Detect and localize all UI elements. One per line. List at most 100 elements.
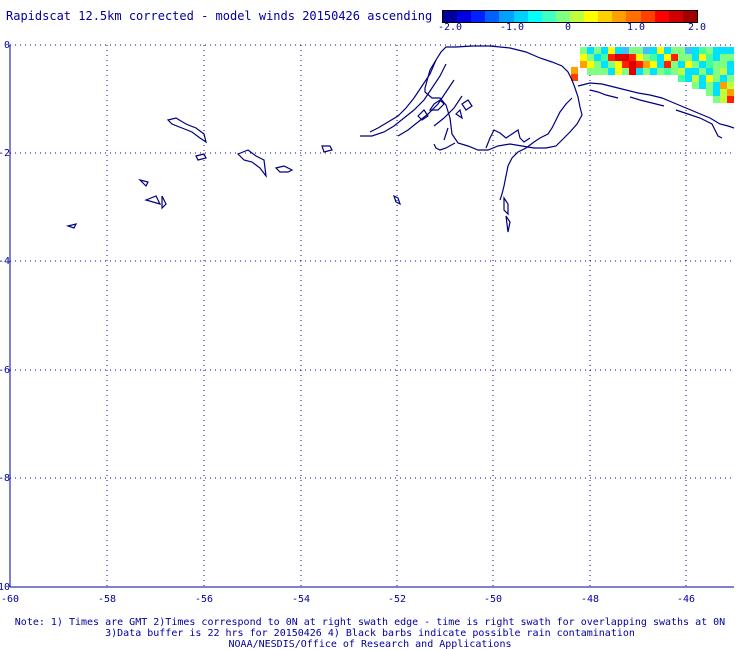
island-west-4 (274, 165, 294, 173)
x-tick-label: -46 (677, 594, 695, 605)
wind-cell (706, 75, 713, 82)
wind-cell (727, 54, 734, 61)
wind-cell (706, 82, 713, 89)
island-central-2 (503, 196, 511, 233)
wind-cell (629, 61, 636, 68)
colorbar-label-min: -2.0 (438, 22, 463, 33)
wind-cell (713, 68, 720, 75)
footnote-line-3: NOAA/NESDIS/Office of Research and Appli… (228, 639, 512, 650)
marajo-inner-coast (485, 129, 531, 149)
west-coast-strand-1 (369, 59, 437, 133)
x-tick-label: -50 (484, 594, 502, 605)
wind-cell (678, 47, 685, 54)
wind-cell (587, 54, 594, 61)
island-west-1 (166, 117, 207, 144)
wind-cell (657, 47, 664, 54)
wind-cell (727, 75, 734, 82)
wind-cell (706, 54, 713, 61)
wind-cell (580, 47, 587, 54)
wind-cell (720, 82, 727, 89)
wind-cell (692, 75, 699, 82)
color-scale-bar (442, 10, 698, 23)
west-coast-strand-2 (360, 63, 447, 137)
wind-cell (699, 47, 706, 54)
northern-coast (577, 82, 735, 129)
wind-cell (664, 61, 671, 68)
wind-cell (713, 96, 720, 103)
wind-cell (699, 82, 706, 89)
wind-cell (706, 89, 713, 96)
wind-cell (685, 75, 692, 82)
wind-cell (636, 68, 643, 75)
wind-cell (608, 47, 615, 54)
wind-cell (622, 61, 629, 68)
footnote-line-2: 3)Data buffer is 22 hrs for 20150426 4) … (105, 628, 635, 639)
wind-cell (622, 47, 629, 54)
coastlines (65, 45, 735, 233)
x-tick-label: -52 (388, 594, 406, 605)
wind-cell (727, 61, 734, 68)
y-tick-label: -8 (0, 473, 10, 484)
colorbar-segment (668, 11, 683, 22)
wind-cell (643, 47, 650, 54)
wind-cell (685, 68, 692, 75)
wind-cell (699, 61, 706, 68)
west-coast-strand-3 (397, 79, 455, 137)
wind-cell (692, 82, 699, 89)
wind-cell (678, 61, 685, 68)
colorbar-label-max: 2.0 (688, 22, 707, 33)
wind-cell (692, 54, 699, 61)
y-tick-label: -6 (0, 365, 10, 376)
wind-cell (727, 89, 734, 96)
wind-cell (713, 89, 720, 96)
wind-cell (706, 47, 713, 54)
wind-cell (615, 68, 622, 75)
colorbar-label-pos1: 1.0 (627, 22, 646, 33)
wind-cell (636, 47, 643, 54)
wind-cell (671, 47, 678, 54)
para-river-coast (433, 127, 456, 151)
wind-cell (601, 47, 608, 54)
southern-coast (499, 97, 573, 201)
footnote-line-1: Note: 1) Times are GMT 2)Times correspon… (14, 617, 726, 628)
colorbar-segment (598, 11, 613, 22)
wind-cell (720, 47, 727, 54)
colorbar-segment (612, 11, 627, 22)
island-west-6 (138, 178, 167, 210)
axis-tick-labels: -60 -58 -56 -54 -52 -50 -48 -46 0 -2 -4 -6 -8 -10 (0, 40, 695, 605)
west-coast-strand-4 (433, 95, 463, 127)
wind-cell (608, 61, 615, 68)
wind-cell (699, 68, 706, 75)
wind-cell (643, 54, 650, 61)
wind-cell (587, 68, 594, 75)
x-tick-label: -54 (292, 594, 310, 605)
wind-cell (713, 82, 720, 89)
island-west-7 (65, 223, 78, 229)
island-west-3 (236, 149, 267, 179)
wind-cell (727, 47, 734, 54)
wind-cell (615, 61, 622, 68)
wind-cell (587, 61, 594, 68)
wind-cell (650, 47, 657, 54)
wind-cell (636, 61, 643, 68)
wind-cell (727, 96, 734, 103)
y-tick-label: -10 (0, 582, 10, 593)
northern-coast-detail (589, 89, 723, 139)
wind-cell (650, 54, 657, 61)
wind-cell (678, 75, 685, 82)
wind-cell (685, 54, 692, 61)
colorbar-segment (541, 11, 556, 22)
wind-cell (671, 54, 678, 61)
wind-cell (699, 75, 706, 82)
colorbar-segment (654, 11, 669, 22)
wind-cell (720, 68, 727, 75)
wind-cell (650, 68, 657, 75)
wind-cell (720, 89, 727, 96)
wind-cell (615, 47, 622, 54)
x-tick-label: -56 (195, 594, 213, 605)
colorbar-segment (457, 11, 472, 22)
wind-cell (727, 82, 734, 89)
wind-cell (720, 75, 727, 82)
wind-cell (629, 47, 636, 54)
